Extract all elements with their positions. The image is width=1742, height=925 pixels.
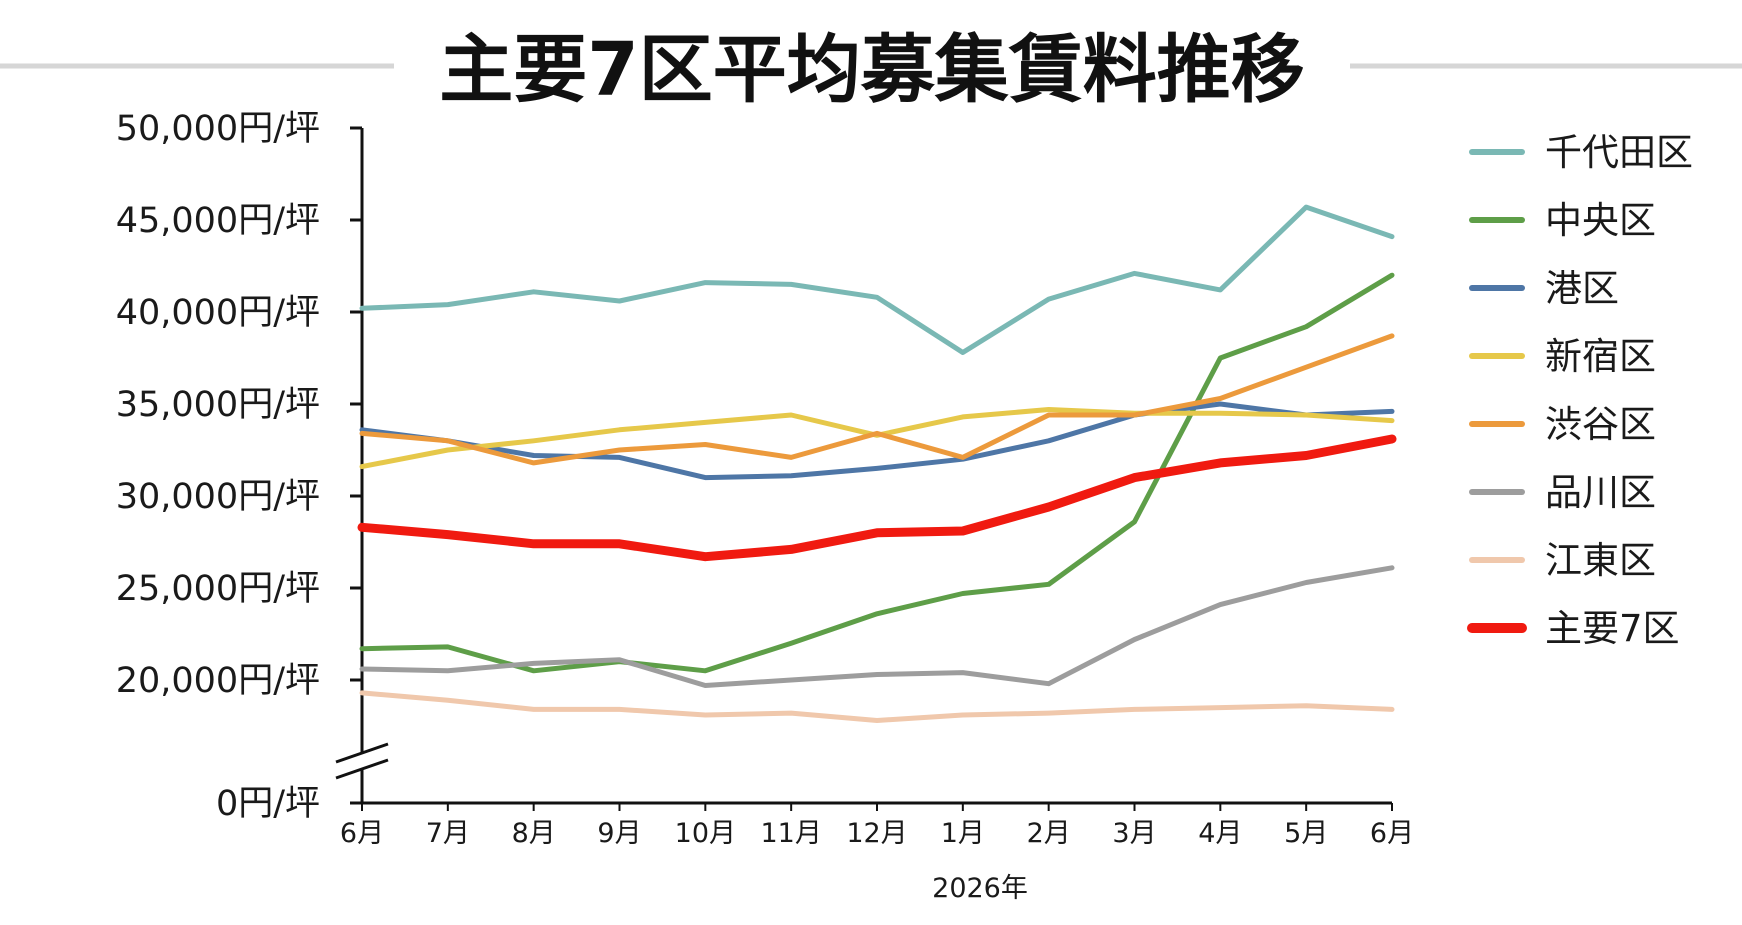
x-tick-label: 2月 — [1027, 818, 1071, 849]
y-axis-ticks: 0円/坪 20,000円/坪 25,000円/坪 30,000円/坪 35,000円/坪… — [116, 109, 362, 824]
x-tick-label: 6月 — [1370, 818, 1414, 849]
series-line-港区 — [359, 401, 1395, 481]
y-tick-label: 25,000円/坪 — [116, 569, 320, 609]
x-tick-label: 8月 — [512, 818, 556, 849]
series-line-品川区 — [359, 565, 1395, 688]
legend-label: 港区 — [1545, 267, 1619, 310]
legend-item: 品川区 — [1469, 471, 1656, 514]
x-tick-label: 9月 — [597, 818, 641, 849]
legend-label: 中央区 — [1545, 199, 1656, 242]
axis-break-mark-lower — [335, 758, 389, 780]
x-axis-label: 2026年 — [932, 873, 1028, 904]
x-tick-label: 4月 — [1198, 818, 1242, 849]
x-tick-label: 12月 — [846, 818, 907, 849]
x-axis-ticks: 6月 7月 8月 9月 10月 11月 12月 1月 2月 3月 4月 5月 6月 — [340, 803, 1414, 849]
legend-label: 主要7区 — [1545, 607, 1680, 650]
y-tick-label: 20,000円/坪 — [116, 661, 320, 701]
y-tick-label: 50,000円/坪 — [116, 109, 320, 149]
chart-title: 主要7区平均募集賃料推移 — [439, 27, 1305, 113]
legend-item: 江東区 — [1469, 539, 1656, 582]
legend-item: 中央区 — [1469, 199, 1656, 242]
series-line-千代田区 — [359, 204, 1395, 355]
legend-item: 新宿区 — [1469, 335, 1656, 378]
legend-label: 渋谷区 — [1545, 403, 1656, 446]
x-tick-label: 7月 — [426, 818, 470, 849]
y-tick-label: 0円/坪 — [216, 784, 320, 824]
chart-title-group: 主要7区平均募集賃料推移 — [0, 27, 1742, 113]
axis-break-mark-upper — [335, 742, 389, 764]
x-tick-label: 6月 — [340, 818, 384, 849]
legend-item: 千代田区 — [1469, 131, 1693, 174]
x-tick-label: 5月 — [1284, 818, 1328, 849]
x-tick-label: 10月 — [675, 818, 736, 849]
series-lines — [357, 204, 1397, 723]
y-tick-label: 40,000円/坪 — [116, 293, 320, 333]
legend-label: 品川区 — [1545, 471, 1656, 514]
series-line-主要7区 — [357, 434, 1397, 562]
legend-item: 港区 — [1469, 267, 1619, 310]
legend-label: 新宿区 — [1545, 335, 1656, 378]
legend-label: 江東区 — [1545, 539, 1656, 582]
legend-item: 主要7区 — [1467, 607, 1680, 650]
series-line-江東区 — [359, 690, 1395, 723]
x-tick-label: 3月 — [1112, 818, 1156, 849]
y-tick-label: 35,000円/坪 — [116, 385, 320, 425]
series-line-中央区 — [359, 272, 1395, 674]
legend-item: 渋谷区 — [1469, 403, 1656, 446]
series-line-渋谷区 — [359, 333, 1395, 466]
x-tick-label: 1月 — [941, 818, 985, 849]
x-tick-label: 11月 — [760, 818, 821, 849]
legend-label: 千代田区 — [1545, 131, 1693, 174]
y-tick-label: 30,000円/坪 — [116, 477, 320, 517]
y-tick-label: 45,000円/坪 — [116, 201, 320, 241]
